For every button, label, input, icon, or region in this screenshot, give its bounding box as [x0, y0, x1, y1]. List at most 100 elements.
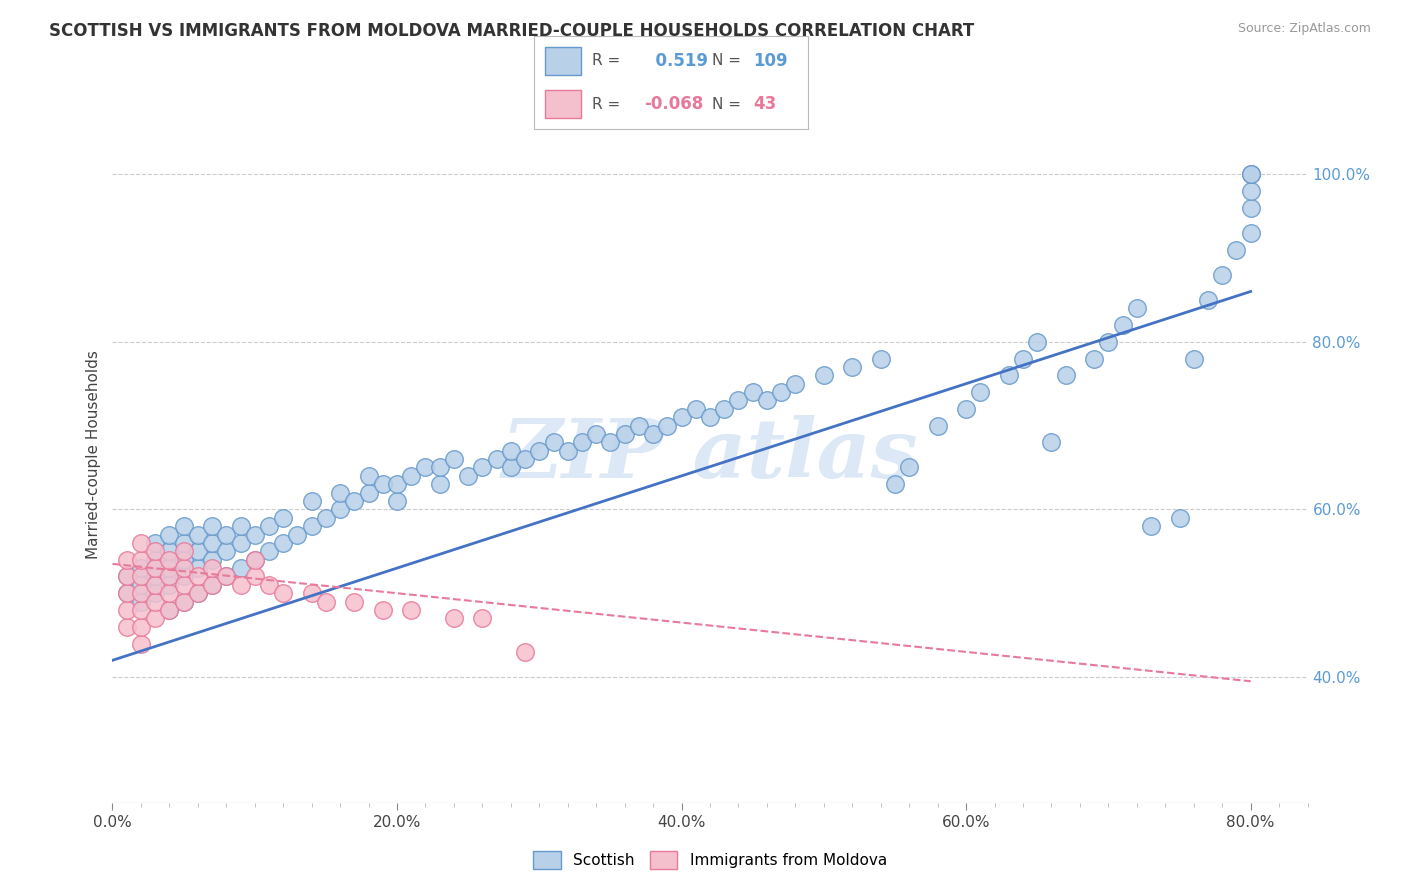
Point: [1126, 301, 1149, 316]
Point: [157, 527, 180, 541]
Point: [499, 443, 522, 458]
Point: [1026, 334, 1049, 349]
Point: [785, 376, 807, 391]
Point: [201, 578, 224, 592]
Point: [229, 536, 252, 550]
Point: [371, 603, 394, 617]
Point: [1225, 243, 1247, 257]
Point: [129, 586, 152, 600]
Point: [115, 586, 138, 600]
Point: [173, 544, 195, 558]
Point: [841, 359, 863, 374]
Point: [143, 561, 166, 575]
Point: [201, 561, 224, 575]
Point: [429, 460, 451, 475]
Point: [115, 620, 138, 634]
Point: [727, 393, 749, 408]
Point: [955, 401, 977, 416]
Text: R =: R =: [592, 54, 620, 69]
Point: [187, 527, 209, 541]
Point: [187, 544, 209, 558]
Point: [1140, 519, 1163, 533]
Point: [443, 452, 465, 467]
Point: [415, 460, 437, 475]
Point: [243, 569, 266, 583]
Point: [884, 477, 907, 491]
Point: [257, 544, 280, 558]
Point: [429, 477, 451, 491]
Point: [599, 435, 621, 450]
Point: [271, 536, 294, 550]
Point: [157, 552, 180, 566]
Point: [1097, 334, 1119, 349]
Point: [301, 519, 323, 533]
Point: [1182, 351, 1205, 366]
Point: [770, 385, 793, 400]
Point: [187, 586, 209, 600]
Point: [115, 569, 138, 583]
Point: [129, 536, 152, 550]
Point: [969, 385, 991, 400]
Bar: [546, 90, 581, 118]
Point: [215, 569, 238, 583]
Point: [187, 569, 209, 583]
Point: [998, 368, 1021, 383]
Point: [301, 494, 323, 508]
Point: [129, 578, 152, 592]
Point: [201, 552, 224, 566]
Point: [1240, 226, 1263, 240]
Point: [173, 561, 195, 575]
Point: [187, 586, 209, 600]
Point: [485, 452, 508, 467]
Point: [257, 578, 280, 592]
Point: [243, 527, 266, 541]
Point: [657, 418, 679, 433]
Point: [685, 401, 707, 416]
Point: [143, 611, 166, 625]
Point: [898, 460, 921, 475]
Point: [157, 561, 180, 575]
Point: [115, 603, 138, 617]
Point: [129, 603, 152, 617]
Point: [215, 527, 238, 541]
Point: [315, 594, 337, 608]
Text: 0.519: 0.519: [644, 52, 709, 70]
Point: [173, 594, 195, 608]
Y-axis label: Married-couple Households: Married-couple Households: [86, 351, 101, 559]
Point: [1240, 201, 1263, 215]
Text: N =: N =: [713, 54, 741, 69]
Point: [357, 485, 380, 500]
Point: [813, 368, 835, 383]
Point: [699, 410, 721, 425]
Point: [129, 569, 152, 583]
Point: [215, 544, 238, 558]
Point: [173, 578, 195, 592]
Point: [173, 552, 195, 566]
Point: [371, 477, 394, 491]
Point: [1211, 268, 1233, 282]
Point: [1168, 510, 1191, 524]
Point: [385, 477, 408, 491]
Point: [613, 427, 636, 442]
Point: [513, 452, 536, 467]
Text: R =: R =: [592, 96, 620, 112]
Point: [143, 569, 166, 583]
Point: [557, 443, 579, 458]
Point: [129, 620, 152, 634]
Point: [143, 594, 166, 608]
Point: [329, 502, 352, 516]
Text: SCOTTISH VS IMMIGRANTS FROM MOLDOVA MARRIED-COUPLE HOUSEHOLDS CORRELATION CHART: SCOTTISH VS IMMIGRANTS FROM MOLDOVA MARR…: [49, 22, 974, 40]
Point: [755, 393, 778, 408]
Point: [201, 536, 224, 550]
Point: [257, 519, 280, 533]
Point: [143, 544, 166, 558]
Point: [129, 561, 152, 575]
Text: -0.068: -0.068: [644, 95, 703, 113]
Point: [157, 586, 180, 600]
Point: [529, 443, 551, 458]
Point: [157, 603, 180, 617]
Point: [1240, 167, 1263, 181]
Text: Source: ZipAtlas.com: Source: ZipAtlas.com: [1237, 22, 1371, 36]
Point: [1012, 351, 1035, 366]
Point: [229, 519, 252, 533]
